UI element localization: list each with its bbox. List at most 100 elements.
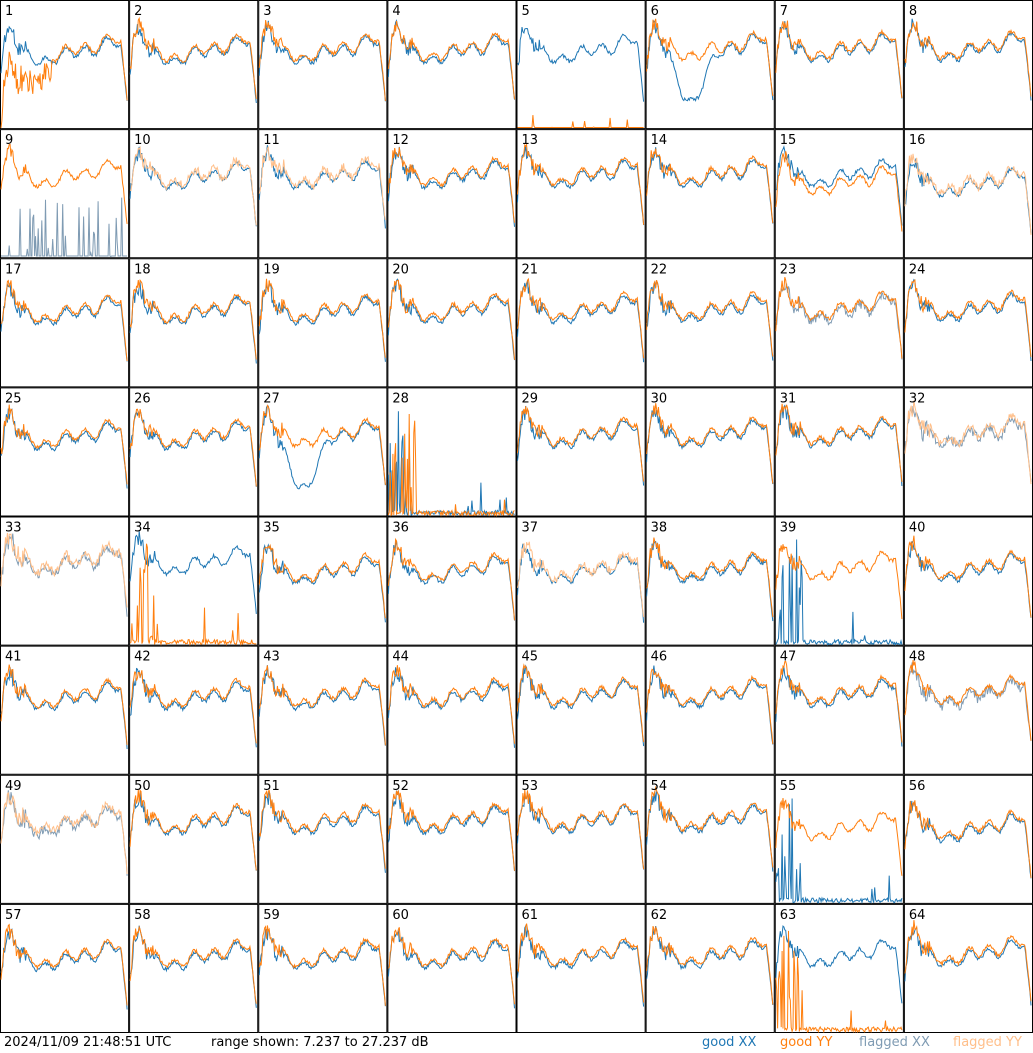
series-xx-flagged (775, 283, 903, 360)
panel-frame (0, 903, 130, 1033)
series-xx-good (517, 145, 645, 226)
panel-label: 34 (134, 521, 151, 536)
series-xx-good (904, 278, 1032, 362)
series-xx-good (258, 543, 386, 623)
panel-frame (387, 774, 517, 904)
panel-28: 28 (387, 387, 517, 518)
panel-label: 27 (263, 391, 280, 406)
series-xx-good (129, 146, 257, 227)
series-xx-flagged (1, 197, 128, 258)
panel-58: 58 (129, 903, 259, 1033)
series-xx-good (129, 531, 257, 614)
panel-label: 13 (522, 133, 539, 148)
series-xx-good (646, 665, 774, 745)
panel-14: 14 (645, 129, 775, 259)
series-yy-good (775, 20, 903, 99)
panel-label: 43 (263, 650, 280, 665)
series-yy-good (517, 115, 644, 128)
series-yy-good (0, 143, 128, 224)
series-xx-good (387, 667, 515, 748)
series-yy-good (775, 544, 903, 620)
panel-label: 1 (5, 4, 13, 19)
panel-26: 26 (129, 387, 259, 517)
panel-16: 16 (903, 129, 1033, 259)
panel-frame (903, 258, 1033, 388)
panel-18: 18 (129, 258, 259, 388)
panel-label: 17 (5, 262, 22, 277)
series-xx-good (387, 930, 515, 1009)
panel-label: 14 (651, 133, 668, 148)
panel-13: 13 (516, 129, 646, 259)
panel-frame (258, 129, 388, 259)
series-yy-flagged (904, 400, 1032, 485)
series-yy-good (0, 33, 128, 129)
panel-frame (645, 774, 775, 904)
series-yy-good (258, 665, 386, 746)
panel-29: 29 (516, 387, 646, 517)
panel-frame (774, 129, 904, 259)
series-yy-good (517, 789, 645, 870)
panel-label: 11 (263, 133, 280, 148)
series-yy-good (646, 18, 774, 97)
panel-frame (387, 516, 517, 646)
panel-45: 45 (516, 645, 646, 775)
series-xx-good (775, 539, 903, 646)
panel-frame (516, 516, 646, 646)
series-yy-good (775, 151, 903, 232)
series-yy-good (517, 277, 645, 359)
panel-frame (129, 129, 259, 259)
series-xx-good (517, 279, 645, 363)
series-xx-good (775, 798, 903, 904)
panel-label: 33 (5, 521, 22, 536)
series-xx-good (646, 20, 774, 103)
series-xx-good (904, 927, 1032, 1006)
panel-44: 44 (387, 645, 517, 775)
panel-12: 12 (387, 129, 517, 259)
panel-frame (0, 516, 130, 646)
series-yy-good (387, 790, 515, 871)
series-yy-good (387, 537, 515, 621)
panel-frame (0, 645, 130, 775)
series-xx-good (129, 24, 257, 104)
series-yy-good (387, 147, 515, 223)
panel-label: 18 (134, 262, 151, 277)
panel-label: 48 (909, 650, 926, 665)
panel-label: 55 (780, 779, 797, 794)
series-xx-good (387, 540, 515, 621)
panel-label: 60 (392, 908, 409, 923)
panel-frame (645, 387, 775, 517)
panel-label: 21 (522, 262, 539, 277)
panel-1: 1 (0, 0, 130, 130)
panel-frame (774, 387, 904, 517)
series-yy-good (904, 21, 1032, 97)
series-yy-good (775, 660, 903, 743)
panel-frame (516, 774, 646, 904)
series-xx-good (129, 281, 257, 364)
panel-frame (774, 774, 904, 904)
panel-frame (0, 0, 130, 130)
series-yy-good (775, 798, 903, 876)
series-yy-good (646, 279, 774, 357)
panel-frame (258, 774, 388, 904)
panel-label: 53 (522, 779, 539, 794)
series-xx-good (646, 279, 774, 361)
panel-4: 4 (387, 0, 517, 130)
panel-61: 61 (516, 903, 646, 1033)
panel-label: 37 (522, 521, 539, 536)
legend-good-xx: good XX (702, 1035, 757, 1050)
series-xx-good (258, 281, 386, 362)
panel-label: 61 (522, 908, 539, 923)
panel-53: 53 (516, 774, 646, 904)
panel-frame (774, 0, 904, 130)
panel-19: 19 (258, 258, 388, 388)
series-yy-good (258, 20, 386, 102)
series-xx-good (775, 404, 903, 487)
panel-label: 49 (5, 779, 22, 794)
panel-label: 40 (909, 521, 926, 536)
panel-frame (0, 774, 130, 904)
series-xx-good (0, 408, 128, 489)
series-xx-good (258, 928, 386, 1007)
series-yy-good (258, 278, 386, 358)
series-yy-good (258, 543, 386, 619)
series-yy-good (0, 664, 128, 745)
